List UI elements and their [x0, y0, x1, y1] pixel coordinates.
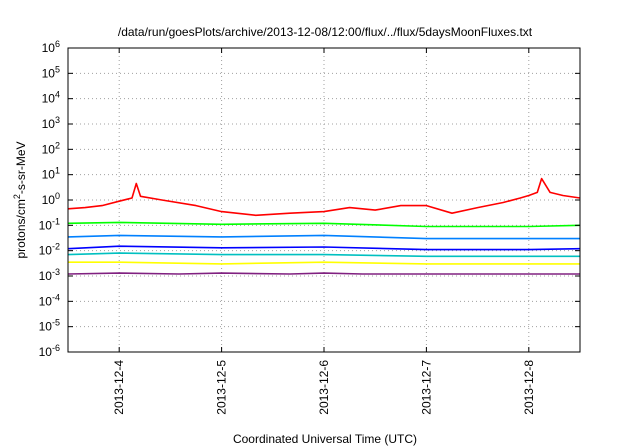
- y-tick-label: 10-2: [39, 242, 60, 258]
- x-tick-label: 2013-12-7: [419, 360, 433, 415]
- y-tick-label: 10-3: [39, 267, 60, 283]
- chart-title: /data/run/goesPlots/archive/2013-12-08/1…: [118, 25, 533, 39]
- y-tick-label: 10-4: [39, 292, 60, 308]
- y-axis-label: protons/cm2-s-sr-MeV: [12, 141, 28, 258]
- x-tick-label: 2013-12-5: [215, 360, 229, 415]
- series-group: [67, 177, 581, 275]
- series-line-6: [68, 261, 580, 265]
- y-tick-label: 104: [42, 90, 60, 106]
- y-tick-label: 106: [42, 39, 60, 55]
- y-tick-label: 101: [42, 166, 60, 182]
- x-tick-label: 2013-12-6: [317, 360, 331, 415]
- y-tick-label: 10-5: [39, 318, 60, 334]
- y-axis-ticks: 10-6 10-5 10-4 10-3 10-2 10-1 100 101 102 103 104 1…: [39, 39, 580, 359]
- x-axis-ticks: 2013-12-4 2013-12-5 2013-12-6 2013-12-7 2013…: [112, 48, 536, 415]
- series-line-5: [67, 252, 580, 258]
- series-line-7: [67, 272, 580, 275]
- series-line-4: [67, 245, 581, 251]
- series-line-3: [67, 234, 580, 240]
- series-line-1: [67, 177, 581, 217]
- x-tick-label: 2013-12-4: [112, 360, 126, 415]
- y-tick-label: 103: [42, 115, 60, 131]
- grid-lines: [68, 48, 580, 352]
- series-line-2: [67, 221, 581, 228]
- y-tick-label: 10-6: [39, 343, 60, 359]
- y-tick-label: 105: [42, 64, 60, 80]
- y-tick-label: 102: [42, 140, 60, 156]
- x-axis-label: Coordinated Universal Time (UTC): [233, 432, 417, 446]
- y-tick-label: 100: [42, 191, 60, 207]
- y-tick-label: 10-1: [39, 216, 60, 232]
- x-tick-label: 2013-12-8: [522, 360, 536, 415]
